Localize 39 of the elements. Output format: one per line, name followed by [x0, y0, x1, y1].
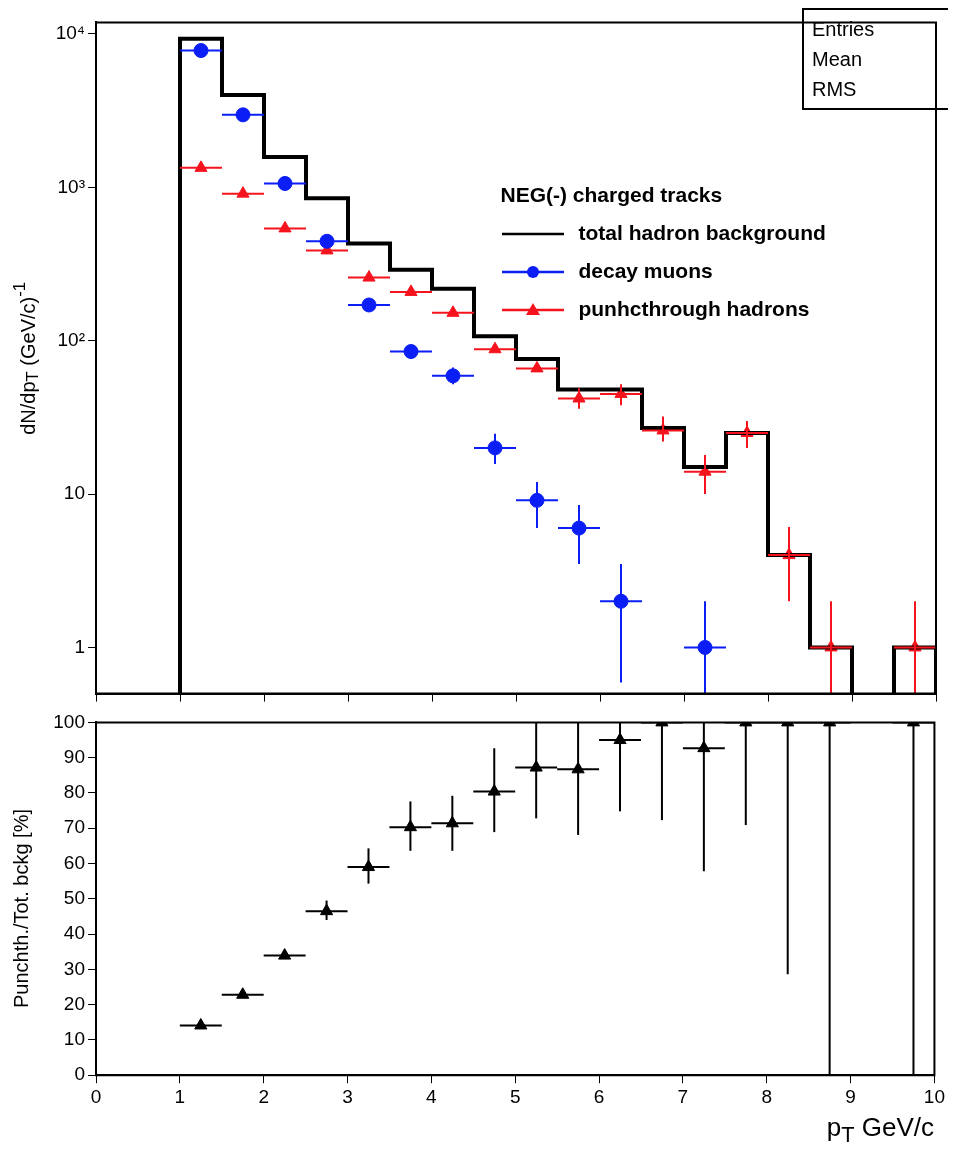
x-tick-label: 5 [509, 1085, 521, 1107]
annotation: RMS [812, 77, 858, 102]
point [530, 360, 544, 373]
legend-label: total hadron background [577, 220, 826, 246]
y-tick-label: 10² [57, 328, 85, 350]
annotation: Mean [812, 47, 864, 72]
legend-label: punhcthrough hadrons [577, 296, 811, 322]
x-tick-label: 4 [426, 1085, 438, 1107]
y-tick-label: 1 [74, 635, 85, 657]
point [278, 220, 292, 233]
x-tick-label: 0 [90, 1085, 102, 1107]
x-tick-label: 8 [761, 1085, 773, 1107]
y-tick-label: 50 [63, 887, 85, 909]
x-axis-title: p$_{T}$ GeV/c [826, 1111, 934, 1148]
y-tick-label: 10 [63, 482, 85, 504]
legend-label: decay muons [577, 258, 714, 284]
y-tick-label: 70 [63, 816, 85, 838]
point [194, 1017, 208, 1030]
y-tick-label: 10⁴ [55, 22, 85, 44]
legend-title: NEG(-) charged tracks [500, 182, 724, 208]
y-tick-label: 20 [63, 992, 85, 1014]
annotation: Entries [812, 17, 876, 42]
y-tick-label: 30 [63, 957, 85, 979]
y-tick-label: 90 [63, 745, 85, 767]
y-axis-title: Punchth./Tot. bckg [%] [10, 808, 33, 1008]
x-tick-label: 9 [845, 1085, 856, 1107]
y-tick-label: 0 [74, 1063, 85, 1085]
x-tick-label: 6 [593, 1085, 605, 1107]
x-tick-label: 10 [923, 1085, 945, 1107]
y-tick-label: 10³ [57, 175, 85, 197]
y-tick-label: 100 [53, 710, 85, 732]
x-tick-label: 1 [174, 1085, 186, 1107]
y-tick-label: 80 [63, 781, 85, 803]
x-tick-label: 2 [258, 1085, 269, 1107]
y-tick-label: 10 [63, 1028, 85, 1050]
y-tick-label: 40 [63, 922, 85, 944]
y-tick-label: 60 [63, 851, 85, 873]
x-tick-label: 3 [342, 1085, 353, 1107]
x-tick-label: 7 [677, 1085, 689, 1107]
